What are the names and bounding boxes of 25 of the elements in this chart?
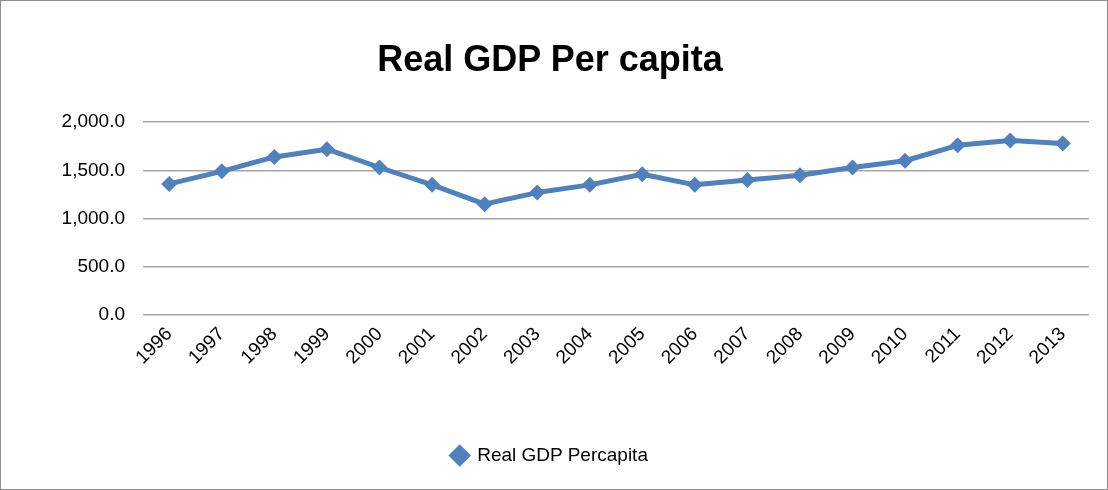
- point: [844, 159, 861, 176]
- point: [581, 176, 598, 193]
- y-tick-label: 2,000.0: [61, 110, 125, 132]
- point: [476, 196, 493, 213]
- point: [949, 137, 966, 154]
- chart-title: Real GDP Per capita: [377, 37, 724, 79]
- point: [266, 148, 283, 165]
- point: [318, 141, 335, 158]
- point: [424, 176, 441, 193]
- point: [634, 166, 651, 183]
- point: [213, 163, 230, 180]
- point: [371, 159, 388, 176]
- y-tick-label: 1,500.0: [61, 158, 125, 180]
- point: [686, 176, 703, 193]
- point: [897, 152, 914, 169]
- point: [1002, 132, 1019, 149]
- point: [739, 172, 756, 189]
- point: [1054, 135, 1071, 152]
- y-tick-label: 1,000.0: [61, 206, 125, 228]
- point: [161, 175, 178, 192]
- y-tick-label: 0.0: [98, 303, 125, 325]
- point: [529, 184, 546, 201]
- legend-label: Real GDP Percapita: [477, 443, 649, 465]
- point: [791, 167, 808, 184]
- y-tick-label: 500.0: [77, 255, 125, 277]
